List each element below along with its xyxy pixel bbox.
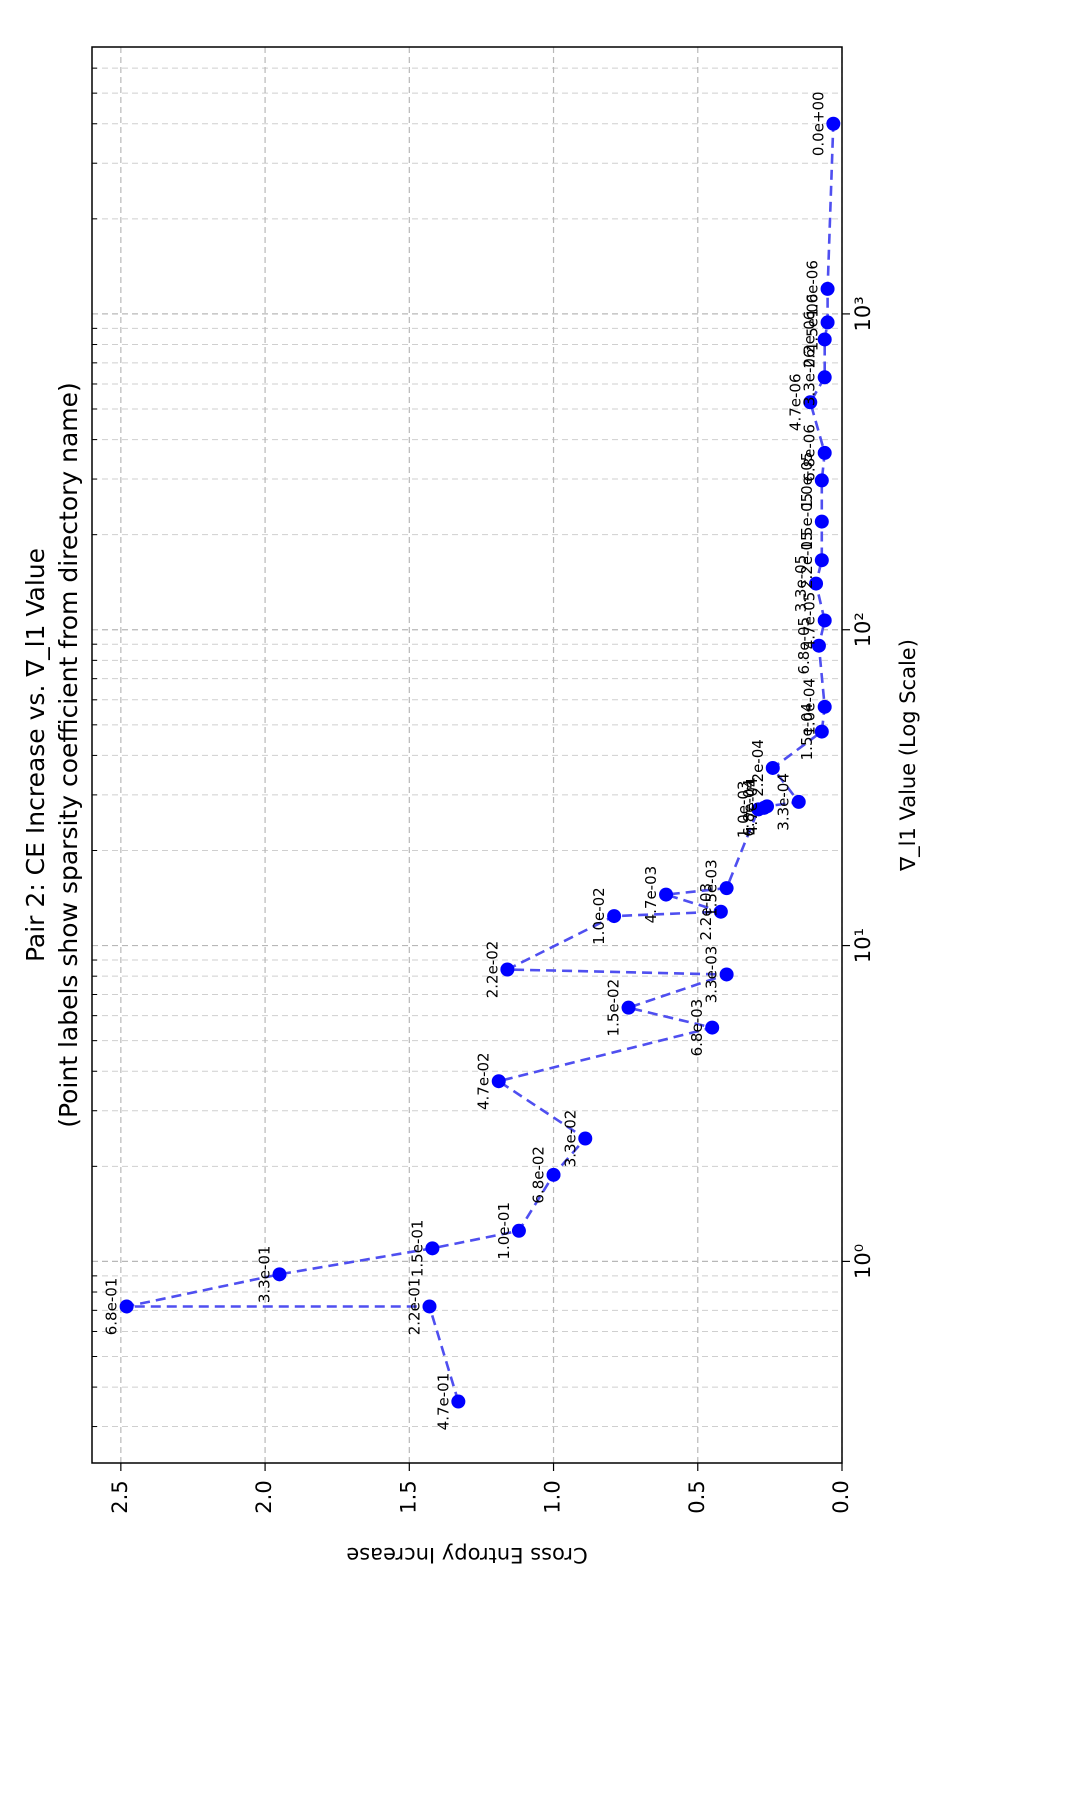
ticks: [92, 46, 850, 1471]
data-point: [705, 1020, 720, 1035]
point-label: 4.7e-04: [743, 778, 761, 836]
data-point: [803, 395, 818, 410]
point-label: 4.7e-03: [642, 866, 660, 924]
chart-subtitle: (Point labels show sparsity coefficient …: [54, 382, 83, 1128]
point-label: 2.2e-02: [483, 941, 501, 999]
point-label: 1.5e-02: [605, 979, 623, 1037]
y-axis-label: Cross Entropy Increase: [346, 1543, 587, 1567]
point-label: 0.0e+00: [809, 91, 827, 156]
data-point: [546, 1167, 561, 1182]
data-point: [820, 315, 835, 330]
point-label: 1.0e-03: [734, 781, 752, 839]
point-label: 2.2e-05: [798, 531, 816, 589]
point-label: 3.3e-03: [703, 946, 721, 1004]
x-tick-label: 10³: [851, 296, 875, 331]
point-label: 1.5e-04: [798, 703, 816, 761]
data-point: [814, 724, 829, 739]
data-point: [713, 904, 728, 919]
data-point: [500, 962, 515, 977]
point-label: 1.5e-06: [804, 294, 822, 352]
chart-title: Pair 2: CE Increase vs. ∇_l1 Value: [21, 548, 50, 962]
point-label: 6.8e-01: [103, 1278, 121, 1336]
data-point: [826, 116, 841, 131]
data-point: [814, 553, 829, 568]
data-point: [425, 1241, 440, 1256]
point-label: 2.2e-06: [801, 311, 819, 369]
data-point: [817, 699, 832, 714]
x-tick-label: 10¹: [851, 928, 875, 963]
data-point: [817, 332, 832, 347]
tick-labels: 10⁰ 10¹ 10² 10³ 0.0 0.5 1.0 1.5 2.0 2.5: [108, 296, 875, 1513]
x-tick-label: 10²: [851, 612, 875, 647]
point-label: 6.8e-05: [795, 617, 813, 675]
point-label: 2.2e-04: [749, 739, 767, 797]
data-point: [119, 1299, 134, 1314]
point-label: 1.0e-01: [495, 1202, 513, 1260]
data-point: [817, 370, 832, 385]
point-label: 6.8e-02: [530, 1146, 548, 1204]
point-label: 6.8e-04: [740, 779, 758, 837]
data-point: [791, 794, 806, 809]
point-label: 6.8e-03: [688, 999, 706, 1057]
point-label: 3.3e-06: [801, 348, 819, 406]
point-label: 3.3e-02: [561, 1110, 579, 1168]
data-point: [422, 1299, 437, 1314]
data-point: [272, 1267, 287, 1282]
x-axis-label: ∇_l1 Value (Log Scale): [896, 639, 921, 872]
data-point: [809, 576, 824, 591]
y-tick-label: 0.0: [829, 1480, 853, 1513]
point-label: 1.5e-03: [703, 859, 721, 917]
point-label: 2.2e-03: [697, 883, 715, 941]
y-tick-label: 2.5: [108, 1480, 132, 1513]
point-label: 6.8e-06: [801, 424, 819, 482]
point-label: 1.0e-02: [590, 887, 608, 945]
point-label: 4.7e-01: [434, 1373, 452, 1431]
data-point: [814, 514, 829, 529]
y-tick-label: 2.0: [252, 1480, 276, 1513]
point-labels: 4.7e-01 2.2e-01 6.8e-01 3.3e-01 1.5e-01 1.0e-…: [103, 91, 828, 1430]
data-point: [719, 967, 734, 982]
point-label: 1.5e-01: [408, 1220, 426, 1278]
data-point: [511, 1223, 526, 1238]
data-point: [451, 1394, 466, 1409]
data-point: [811, 638, 826, 653]
data-point: [814, 473, 829, 488]
point-label: 3.3e-01: [256, 1246, 274, 1304]
point-label: 3.3e-05: [792, 555, 810, 613]
point-label: 1.0e-06: [804, 260, 822, 318]
data-point: [817, 613, 832, 628]
data-points: [119, 116, 841, 1409]
point-label: 1.5e-05: [798, 493, 816, 551]
data-point: [760, 799, 774, 814]
y-tick-label: 0.5: [685, 1480, 709, 1513]
data-point: [719, 881, 734, 896]
point-label: 4.7e-02: [475, 1052, 493, 1110]
grid: [92, 46, 843, 1463]
data-point: [607, 909, 622, 924]
data-point: [491, 1074, 506, 1089]
data-point: [765, 760, 780, 775]
point-label: 2.2e-01: [406, 1278, 424, 1336]
point-label: 1.0e-04: [801, 678, 819, 736]
data-point: [578, 1131, 593, 1146]
x-tick-label: 10⁰: [851, 1244, 875, 1279]
point-label: 1.0e-05: [798, 452, 816, 510]
point-label: 4.7e-05: [801, 592, 819, 650]
point-label: 3.3e-04: [775, 773, 793, 831]
point-label: 4.7e-06: [786, 373, 804, 431]
data-point: [817, 445, 832, 460]
data-point: [659, 887, 674, 902]
data-point: [820, 281, 835, 296]
y-tick-label: 1.5: [396, 1480, 420, 1513]
data-point: [621, 1000, 636, 1015]
y-tick-label: 1.0: [541, 1480, 565, 1513]
